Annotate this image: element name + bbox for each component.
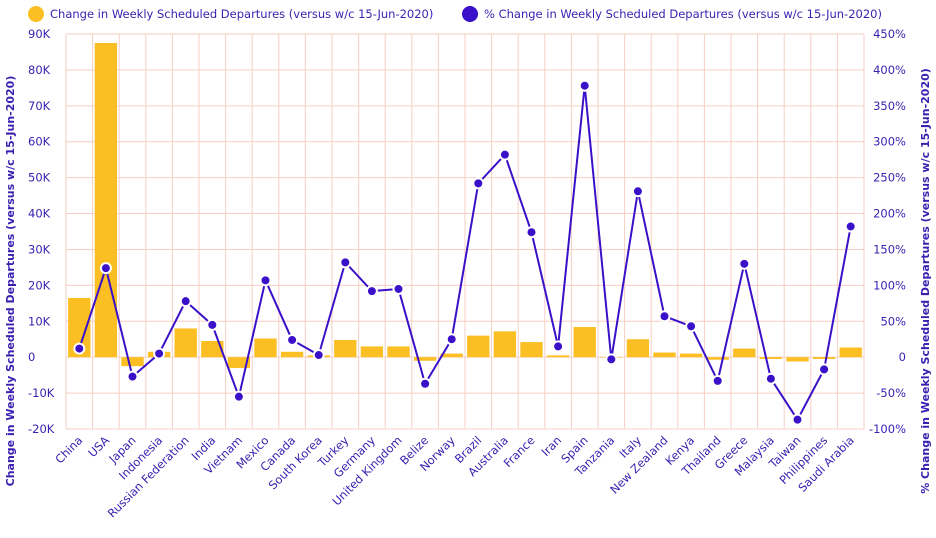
right-tick-label: 0 (899, 350, 906, 364)
bar (626, 339, 650, 358)
bar (227, 357, 251, 368)
line-point (206, 318, 219, 331)
line-point (472, 177, 485, 190)
bar (679, 353, 703, 358)
line-point (631, 185, 644, 198)
bar (520, 342, 543, 358)
left-tick-label: 10K (28, 314, 51, 328)
line-point (791, 413, 804, 426)
line-point (711, 374, 724, 387)
legend-line-label: % Change in Weekly Scheduled Departures … (484, 7, 882, 21)
bar (573, 327, 596, 358)
bar (706, 357, 729, 360)
bar (467, 335, 490, 358)
left-tick-label: 20K (28, 278, 51, 292)
bar (839, 347, 862, 358)
line-point (312, 349, 325, 362)
bar (201, 341, 224, 358)
line-point (365, 285, 378, 298)
line-point (73, 342, 86, 355)
left-tick-label: -20K (28, 422, 55, 436)
bar (413, 357, 437, 361)
legend: Change in Weekly Scheduled Departures (v… (28, 6, 882, 22)
line-point (738, 257, 751, 270)
bar (546, 355, 570, 358)
bar (733, 348, 756, 358)
line-point (286, 333, 299, 346)
bar (387, 346, 410, 358)
bar (653, 352, 676, 358)
line-point (525, 226, 538, 239)
line-point (259, 274, 272, 287)
line-point (339, 256, 352, 269)
bar (280, 351, 304, 358)
bar (493, 331, 517, 358)
right-axis-title: % Change in Weekly Scheduled Departures … (919, 68, 932, 494)
line-point (844, 220, 857, 233)
right-tick-label: 250% (873, 171, 906, 185)
bar (174, 328, 197, 358)
legend-bar-swatch (28, 6, 44, 22)
right-tick-label: 300% (873, 135, 906, 149)
left-axis-ticks: -20K -10K 0 10K 20K 30K 40K 50K 60K 70K 80K 90K (28, 27, 55, 436)
line-point (179, 295, 192, 308)
bar (360, 346, 384, 358)
bar (94, 42, 118, 358)
right-tick-label: 200% (873, 207, 906, 221)
right-tick-label: 450% (873, 27, 906, 41)
line-series (73, 79, 857, 426)
right-tick-label: 400% (873, 63, 906, 77)
left-tick-label: 60K (28, 135, 51, 149)
line-point (552, 340, 565, 353)
left-tick-label: 90K (28, 27, 51, 41)
line-point (445, 333, 458, 346)
right-axis-ticks: -100% -50% 0 50% 100% 150% 200% 250% 300% 350% 400… (869, 27, 906, 436)
line-point (419, 377, 432, 390)
left-tick-label: 40K (28, 207, 51, 221)
right-tick-label: 100% (873, 278, 906, 292)
right-tick-label: 350% (873, 99, 906, 113)
line-point (818, 363, 831, 376)
line-point (126, 370, 139, 383)
line-point (498, 148, 511, 161)
line-point (605, 353, 618, 366)
line-point (685, 320, 698, 333)
bar (121, 357, 144, 367)
category-label: China (52, 433, 85, 466)
right-tick-label: -50% (876, 386, 906, 400)
bar (786, 357, 809, 362)
right-tick-label: -100% (869, 422, 906, 436)
bar (759, 357, 783, 359)
line-point (232, 390, 245, 403)
left-tick-label: 50K (28, 171, 51, 185)
bar (440, 353, 463, 358)
line-point (392, 282, 405, 295)
bar (254, 338, 277, 358)
legend-line-swatch (462, 6, 478, 22)
right-tick-label: 150% (873, 242, 906, 256)
line-point (764, 372, 777, 385)
left-tick-label: 80K (28, 63, 51, 77)
gridlines (65, 33, 865, 430)
left-tick-label: 70K (28, 99, 51, 113)
left-axis-title: Change in Weekly Scheduled Departures (v… (4, 76, 17, 487)
bar (68, 297, 91, 358)
legend-bar-label: Change in Weekly Scheduled Departures (v… (50, 7, 433, 21)
bar (334, 339, 357, 358)
left-tick-label: 30K (28, 242, 51, 256)
left-tick-label: 0 (28, 350, 35, 364)
bar (812, 357, 836, 359)
line-point (658, 310, 671, 323)
left-tick-label: -10K (28, 386, 55, 400)
line-point (99, 262, 112, 275)
line-point (153, 347, 166, 360)
line-point (578, 79, 591, 92)
right-tick-label: 50% (880, 314, 906, 328)
